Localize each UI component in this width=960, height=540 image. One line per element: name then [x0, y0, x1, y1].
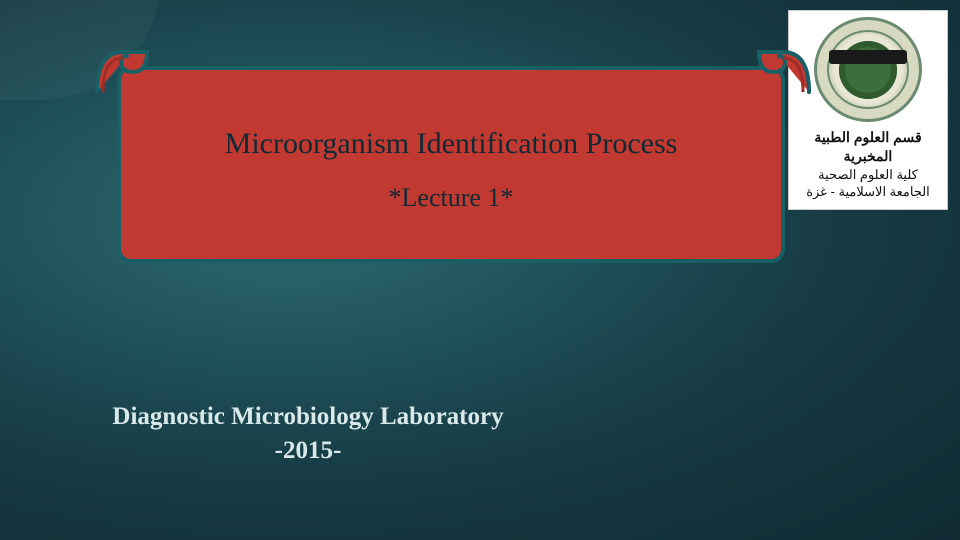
university-seal-icon [814, 17, 922, 122]
logo-text: قسم العلوم الطبية المخبرية كلية العلوم ا… [793, 128, 943, 201]
logo-line-1: قسم العلوم الطبية المخبرية [793, 128, 943, 166]
scroll-curl-icon [753, 42, 813, 96]
logo-line-2: كلية العلوم الصحية [793, 166, 943, 184]
logo-line-3: الجامعة الاسلامية - غزة [793, 183, 943, 201]
subtitle-line-1: Diagnostic Microbiology Laboratory [88, 400, 528, 434]
subtitle-line-2: -2015- [88, 434, 528, 468]
panel-body: Microorganism Identification Process *Le… [117, 66, 785, 263]
slide-title: Microorganism Identification Process [225, 127, 678, 161]
logo-card: قسم العلوم الطبية المخبرية كلية العلوم ا… [788, 10, 948, 210]
seal-banner [829, 50, 907, 64]
slide-subtitle: *Lecture 1* [389, 183, 514, 213]
course-subtitle: Diagnostic Microbiology Laboratory -2015… [88, 400, 528, 468]
title-scroll-panel: Microorganism Identification Process *Le… [95, 48, 785, 263]
scroll-curl-icon [93, 42, 153, 96]
